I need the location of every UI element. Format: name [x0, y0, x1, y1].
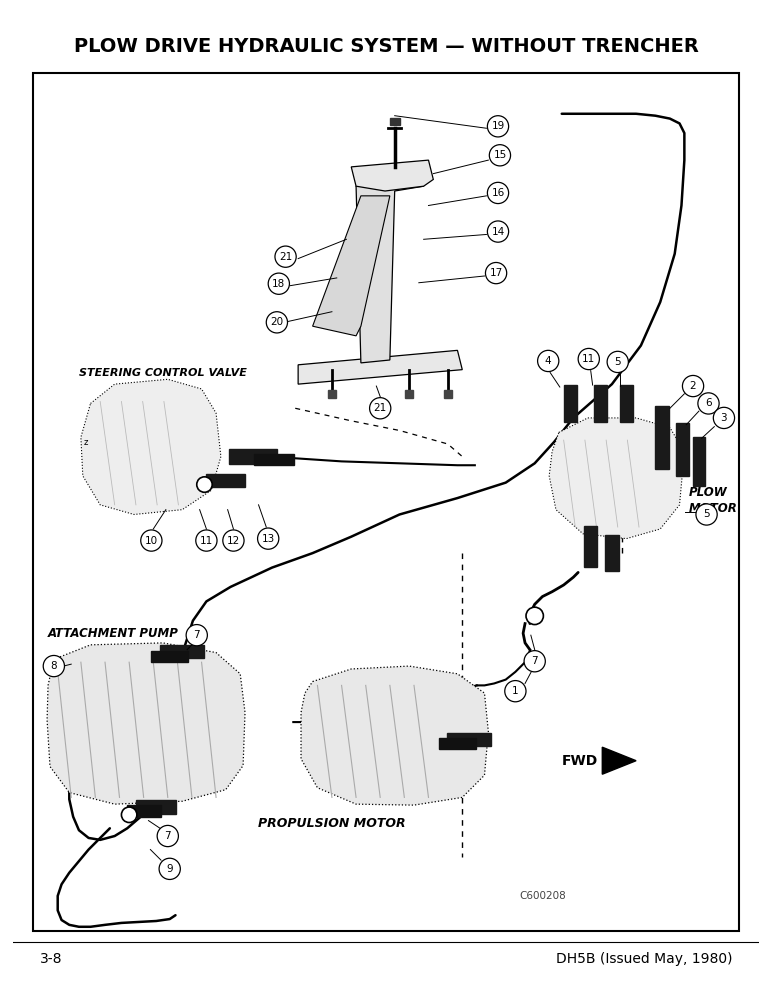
Text: 17: 17	[489, 268, 503, 278]
Text: 1: 1	[512, 686, 519, 696]
Polygon shape	[602, 747, 636, 774]
Text: 18: 18	[273, 279, 286, 289]
Circle shape	[607, 351, 628, 373]
Text: 7: 7	[531, 656, 538, 666]
Text: PROPULSION MOTOR: PROPULSION MOTOR	[258, 817, 406, 830]
Text: 13: 13	[262, 534, 275, 544]
Text: 5: 5	[615, 357, 621, 367]
Bar	[676, 423, 689, 476]
Text: 19: 19	[492, 121, 505, 131]
Bar	[594, 385, 607, 422]
Circle shape	[698, 393, 720, 414]
Text: 3: 3	[720, 413, 727, 423]
Text: 9: 9	[167, 864, 173, 874]
Text: 5: 5	[703, 509, 710, 519]
Bar	[620, 385, 633, 422]
Text: 6: 6	[705, 398, 712, 408]
Circle shape	[43, 655, 65, 677]
Text: 2: 2	[689, 381, 696, 391]
Polygon shape	[81, 379, 221, 514]
Text: 12: 12	[227, 536, 240, 546]
Circle shape	[197, 477, 212, 492]
Text: 4: 4	[545, 356, 551, 366]
Circle shape	[696, 504, 717, 525]
Text: 21: 21	[374, 403, 387, 413]
Circle shape	[537, 350, 559, 372]
Text: 14: 14	[492, 227, 505, 237]
Bar	[584, 526, 598, 567]
Circle shape	[526, 607, 543, 625]
Circle shape	[486, 262, 506, 284]
Polygon shape	[301, 666, 489, 805]
Text: 20: 20	[270, 317, 283, 327]
Circle shape	[578, 348, 599, 370]
Circle shape	[713, 407, 735, 429]
Circle shape	[258, 528, 279, 549]
Bar	[692, 437, 705, 486]
Text: STEERING CONTROL VALVE: STEERING CONTROL VALVE	[79, 368, 247, 378]
Bar	[405, 390, 413, 398]
Bar	[328, 390, 336, 398]
Bar	[390, 118, 400, 125]
Bar	[447, 733, 491, 746]
Polygon shape	[549, 418, 684, 539]
Polygon shape	[313, 196, 390, 336]
Text: 11: 11	[200, 536, 213, 546]
Polygon shape	[47, 643, 245, 804]
Text: C600208: C600208	[519, 891, 566, 901]
Circle shape	[266, 312, 287, 333]
Text: 21: 21	[279, 252, 293, 262]
Polygon shape	[298, 350, 462, 384]
Circle shape	[370, 398, 391, 419]
Circle shape	[524, 651, 545, 672]
Circle shape	[157, 825, 178, 847]
Bar	[136, 800, 177, 814]
Polygon shape	[356, 172, 424, 363]
Text: ATTACHMENT PUMP: ATTACHMENT PUMP	[48, 627, 179, 640]
Bar	[655, 406, 669, 469]
Circle shape	[682, 375, 703, 397]
Circle shape	[268, 273, 290, 294]
Bar	[439, 738, 476, 749]
Text: 10: 10	[145, 536, 158, 546]
Bar	[229, 449, 277, 464]
Circle shape	[186, 625, 208, 646]
Text: PLOW DRIVE HYDRAULIC SYSTEM — WITHOUT TRENCHER: PLOW DRIVE HYDRAULIC SYSTEM — WITHOUT TR…	[73, 37, 699, 56]
Circle shape	[275, 246, 296, 267]
Text: 7: 7	[164, 831, 171, 841]
Bar	[127, 805, 161, 817]
Text: DH5B (Issued May, 1980): DH5B (Issued May, 1980)	[556, 952, 733, 966]
Bar	[564, 385, 577, 422]
Text: 11: 11	[582, 354, 595, 364]
Circle shape	[489, 145, 510, 166]
Text: PLOW
MOTOR: PLOW MOTOR	[689, 486, 738, 514]
Circle shape	[159, 858, 181, 879]
Text: 7: 7	[194, 630, 200, 640]
Text: 3-8: 3-8	[40, 952, 63, 966]
Circle shape	[121, 807, 137, 823]
Text: 15: 15	[493, 150, 506, 160]
Text: FWD: FWD	[562, 754, 598, 768]
Circle shape	[141, 530, 162, 551]
Text: 8: 8	[50, 661, 57, 671]
Bar	[206, 474, 245, 487]
Circle shape	[505, 681, 526, 702]
Bar	[32, 73, 740, 931]
Bar	[151, 651, 188, 662]
Circle shape	[487, 182, 509, 204]
Bar	[254, 454, 294, 465]
Text: z: z	[83, 438, 88, 447]
Circle shape	[196, 530, 217, 551]
Text: 16: 16	[492, 188, 505, 198]
Circle shape	[223, 530, 244, 551]
Circle shape	[487, 221, 509, 242]
Bar	[605, 535, 618, 571]
Bar	[444, 390, 452, 398]
Circle shape	[487, 116, 509, 137]
Bar	[160, 645, 205, 658]
Polygon shape	[351, 160, 433, 191]
